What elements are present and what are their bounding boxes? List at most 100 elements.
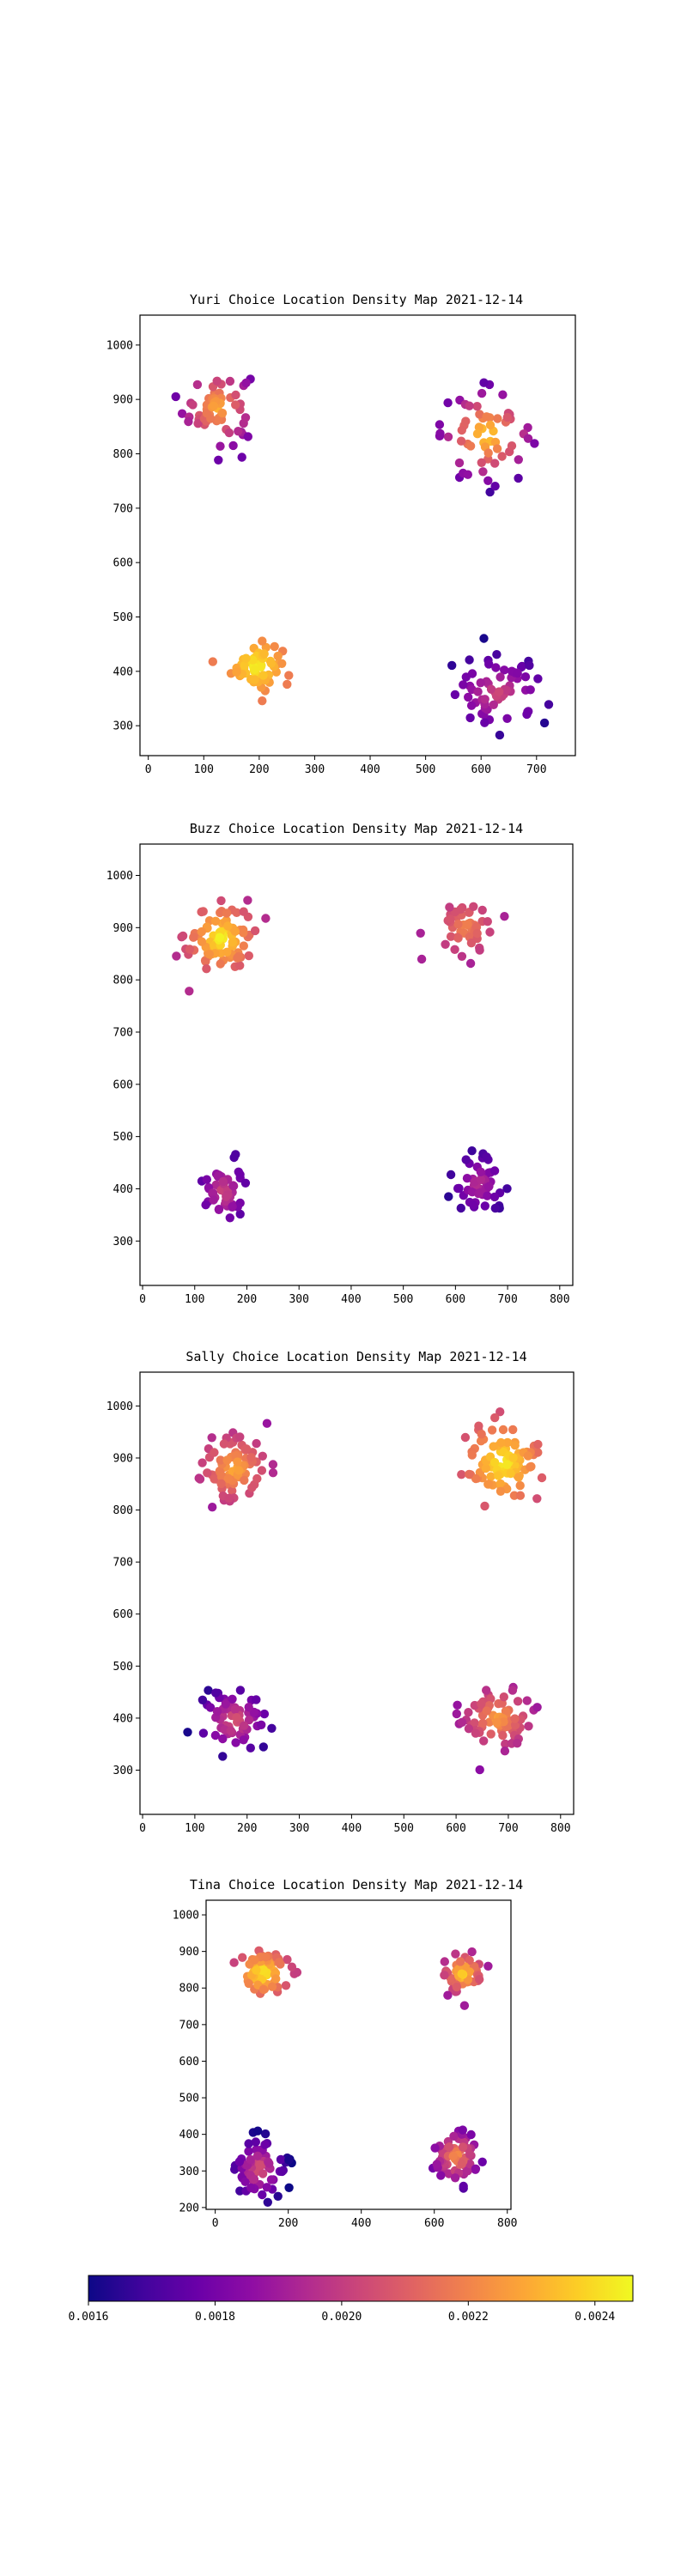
scatter-point	[454, 1183, 464, 1194]
axis-ticks: 0 100 200 300 400 500 600 700 800 300 400 500 600 700…	[106, 1400, 571, 1835]
scatter-point	[252, 1473, 262, 1484]
scatter-point	[276, 2154, 286, 2165]
scatter-point	[195, 1474, 205, 1484]
scatter-point	[523, 434, 533, 443]
scatter-point	[244, 951, 253, 961]
scatter-points	[183, 1407, 547, 1775]
scatter-point	[223, 1473, 233, 1484]
scatter-point	[482, 412, 491, 422]
scatter-point	[522, 1696, 532, 1705]
scatter-point	[486, 1729, 495, 1739]
scatter-point	[486, 1694, 495, 1704]
y-tick-label: 300	[113, 1236, 133, 1249]
scatter-point	[467, 1146, 477, 1156]
scatter-point	[273, 651, 283, 661]
scatter-point	[258, 671, 268, 680]
scatter-point	[258, 636, 267, 646]
scatter-point	[208, 657, 217, 666]
y-tick-label: 400	[179, 2129, 199, 2142]
scatter-point	[453, 1700, 462, 1710]
scatter-point	[212, 1707, 222, 1716]
scatter-point	[461, 672, 471, 682]
x-tick-label: 400	[351, 2217, 371, 2230]
scatter-point	[499, 1692, 508, 1702]
scatter-points	[229, 1946, 493, 2207]
scatter-point	[271, 1974, 281, 1984]
scatter-point	[253, 2126, 263, 2136]
scatter-point	[263, 2197, 272, 2207]
chart-title: Buzz Choice Location Density Map 2021-12…	[190, 821, 523, 836]
scatter-point	[466, 939, 477, 948]
scatter-point	[436, 2171, 446, 2180]
scatter-point	[440, 1971, 449, 1980]
scatter-point	[502, 412, 512, 422]
x-tick-label: 200	[237, 1293, 257, 1306]
scatter-point	[224, 428, 234, 438]
y-tick-label: 300	[113, 1765, 133, 1777]
scatter-point	[489, 700, 498, 709]
scatter-point	[252, 2151, 263, 2160]
colorbar-ticks: 0.0016 0.0018 0.0020 0.0022 0.0024	[69, 2301, 615, 2324]
scatter-point	[188, 400, 198, 410]
scatter-point	[257, 1720, 266, 1730]
scatter-point	[234, 1466, 244, 1475]
scatter-point	[497, 452, 507, 461]
scatter-point	[463, 920, 472, 929]
scatter-point	[478, 467, 488, 477]
scatter-point	[250, 926, 260, 936]
scatter-point	[240, 1475, 249, 1485]
scatter-point	[495, 1407, 505, 1417]
scatter-point	[451, 1949, 460, 1959]
scatter-point	[222, 1455, 232, 1465]
scatter-point	[249, 2174, 259, 2184]
x-tick-label: 200	[249, 763, 269, 776]
scatter-point	[501, 1739, 510, 1749]
scatter-point	[482, 1686, 491, 1695]
scatter-point	[185, 987, 194, 996]
scatter-point	[496, 1437, 506, 1448]
axis-ticks: 0 100 200 300 400 500 600 700 800 300 400 500 600 700…	[106, 870, 570, 1306]
scatter-point	[237, 453, 246, 462]
scatter-point	[215, 933, 224, 942]
scatter-point	[221, 1699, 230, 1709]
scatter-point	[240, 413, 251, 422]
colorbar-tick-label: 0.0020	[321, 2311, 362, 2324]
y-tick-label: 600	[113, 1078, 133, 1091]
scatter-point	[202, 1175, 211, 1184]
scatter-point	[235, 1170, 245, 1180]
scatter-point	[214, 455, 223, 465]
scatter-point	[466, 701, 477, 710]
scatter-point	[465, 441, 476, 451]
scatter-point	[255, 2160, 264, 2170]
scatter-point	[462, 1174, 472, 1183]
scatter-point	[210, 916, 221, 927]
scatter-point	[461, 1155, 471, 1164]
scatter-points	[171, 374, 554, 740]
scatter-point	[258, 2169, 268, 2178]
scatter-point	[525, 660, 534, 671]
x-tick-label: 500	[393, 1293, 413, 1306]
scatter-point	[453, 920, 463, 929]
x-tick-label: 100	[185, 1293, 204, 1306]
chart-title: Yuri Choice Location Density Map 2021-12…	[190, 292, 523, 307]
scatter-point	[204, 950, 214, 959]
scatter-point	[456, 1203, 465, 1213]
scatter-point	[244, 1703, 253, 1712]
scatter-point	[177, 409, 187, 418]
scatter-point	[235, 1209, 245, 1219]
y-tick-label: 500	[113, 611, 133, 624]
scatter-point	[228, 1694, 237, 1704]
scatter-point	[523, 1451, 533, 1461]
x-tick-label: 0	[139, 1293, 146, 1306]
scatter-point	[453, 933, 463, 943]
scatter-point	[228, 1486, 237, 1496]
scatter-point	[445, 2142, 454, 2152]
x-tick-label: 600	[446, 1293, 465, 1306]
scatter-point	[449, 2131, 459, 2141]
x-tick-label: 700	[497, 1293, 517, 1306]
scatter-point	[240, 2177, 250, 2186]
scatter-point	[284, 671, 294, 680]
scatter-point	[231, 390, 240, 400]
scatter-point	[223, 921, 233, 931]
scatter-point	[513, 1697, 523, 1706]
